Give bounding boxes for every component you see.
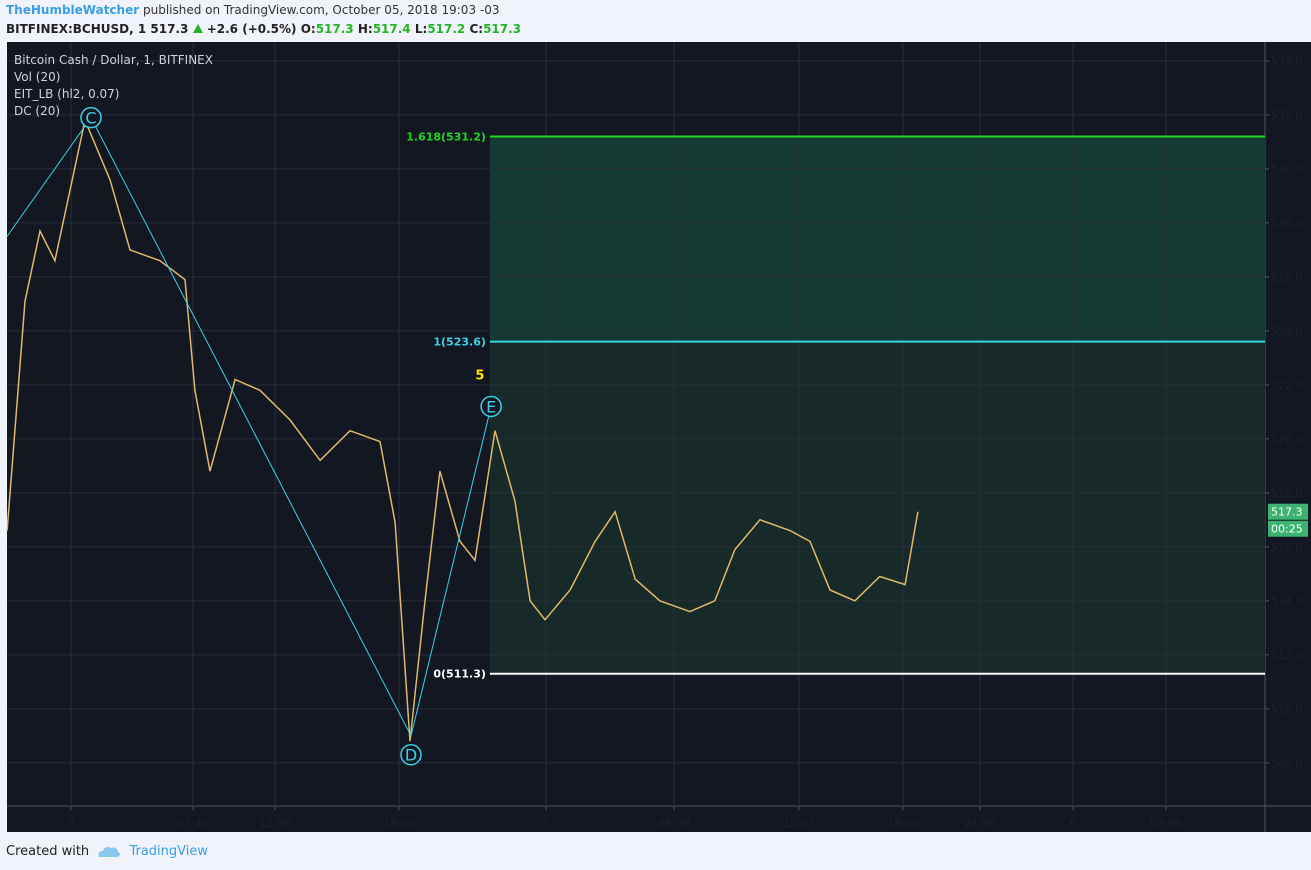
y-tick-label: 514.0 xyxy=(1271,595,1303,608)
chart-title: Bitcoin Cash / Dollar, 1, BITFINEX xyxy=(14,53,213,67)
price-line xyxy=(6,117,919,742)
open: 517.3 xyxy=(315,22,354,36)
y-tick-label: 532.0 xyxy=(1271,109,1303,122)
open-label: O: xyxy=(300,22,316,36)
price: 517.3 xyxy=(150,22,189,36)
countdown-tag xyxy=(1268,520,1308,537)
y-tick-label: 528.0 xyxy=(1271,217,1303,230)
high: 517.4 xyxy=(372,22,411,36)
wave-point-label: D xyxy=(405,746,417,765)
indicator: Vol (20) xyxy=(14,70,60,84)
countdown: 00:25 xyxy=(1271,523,1303,536)
close-label: C: xyxy=(469,22,484,36)
x-tick-label: 18:00 xyxy=(383,817,415,830)
low-label: L: xyxy=(414,22,428,36)
wave-count: 5 xyxy=(475,368,484,383)
fib-zone xyxy=(489,136,1265,342)
indicator: EIT_LB (hl2, 0.07) xyxy=(14,87,119,101)
fib-label: 1(523.6) xyxy=(433,336,486,349)
last-price-tag xyxy=(1268,503,1308,520)
wave-point xyxy=(400,743,422,766)
y-tick-label: 530.0 xyxy=(1271,163,1303,176)
indicator: DC (20) xyxy=(14,104,60,118)
x-tick-label: 5 xyxy=(543,817,550,830)
y-tick-label: 534.0 xyxy=(1271,55,1303,68)
brand: TradingView xyxy=(129,844,208,859)
fib-label: 1.618(531.2) xyxy=(406,130,486,143)
footer: Created with TradingView xyxy=(6,844,208,859)
y-tick-label: 526.0 xyxy=(1271,271,1303,284)
x-tick-label: 03:00 xyxy=(1150,817,1182,830)
high-label: H: xyxy=(357,22,373,36)
wave-point-label: C xyxy=(85,109,96,128)
x-tick-label: 18:00 xyxy=(887,817,919,830)
tv-logo xyxy=(98,846,121,857)
wave-point xyxy=(480,395,502,418)
y-tick-label: 520.0 xyxy=(1271,433,1303,446)
fib-zone xyxy=(489,341,1265,674)
x-tick-label: 4 xyxy=(68,817,75,830)
y-tick-label: 522.0 xyxy=(1271,379,1303,392)
x-tick-label: 21:00 xyxy=(964,817,996,830)
x-tick-label: 12:07 xyxy=(783,817,815,830)
change: +2.6 (+0.5%) xyxy=(206,22,297,36)
low: 517.2 xyxy=(427,22,466,36)
published: published on TradingView.com, October 05… xyxy=(142,3,500,17)
chart: 508.0 510.0 512.0 514.0 516.0 518.0 520.0 522.0… xyxy=(6,42,1311,832)
fib-label: 0(511.3) xyxy=(433,668,486,681)
wave-line xyxy=(6,116,492,738)
y-tick-label: 510.0 xyxy=(1271,703,1303,716)
symbol: BITFINEX:BCHUSD, 1 xyxy=(6,22,147,36)
header-line: TheHumbleWatcher published on TradingVie… xyxy=(6,3,500,17)
wave-point-label: E xyxy=(486,397,496,416)
x-tick-label: 06:00 xyxy=(658,817,690,830)
y-tick-label: 508.0 xyxy=(1271,757,1303,770)
x-tick-label: 07:45 xyxy=(177,817,209,830)
author: TheHumbleWatcher xyxy=(6,3,140,17)
last-price-label: 517.3 xyxy=(1271,506,1303,519)
y-tick-label: 512.0 xyxy=(1271,649,1303,662)
header-quote: BITFINEX:BCHUSD, 1 517.3 +2.6 (+0.5%) O:… xyxy=(6,22,521,36)
y-tick-label: 516.0 xyxy=(1271,541,1303,554)
x-tick-label: 6 xyxy=(1070,817,1077,830)
y-tick-label: 518.0 xyxy=(1271,487,1303,500)
created-with: Created with xyxy=(6,844,90,859)
y-tick-label: 524.0 xyxy=(1271,325,1303,338)
up-arrow xyxy=(192,24,203,33)
close: 517.3 xyxy=(483,22,522,36)
wave-point xyxy=(80,106,102,129)
x-tick-label: 12:00 xyxy=(259,817,291,830)
